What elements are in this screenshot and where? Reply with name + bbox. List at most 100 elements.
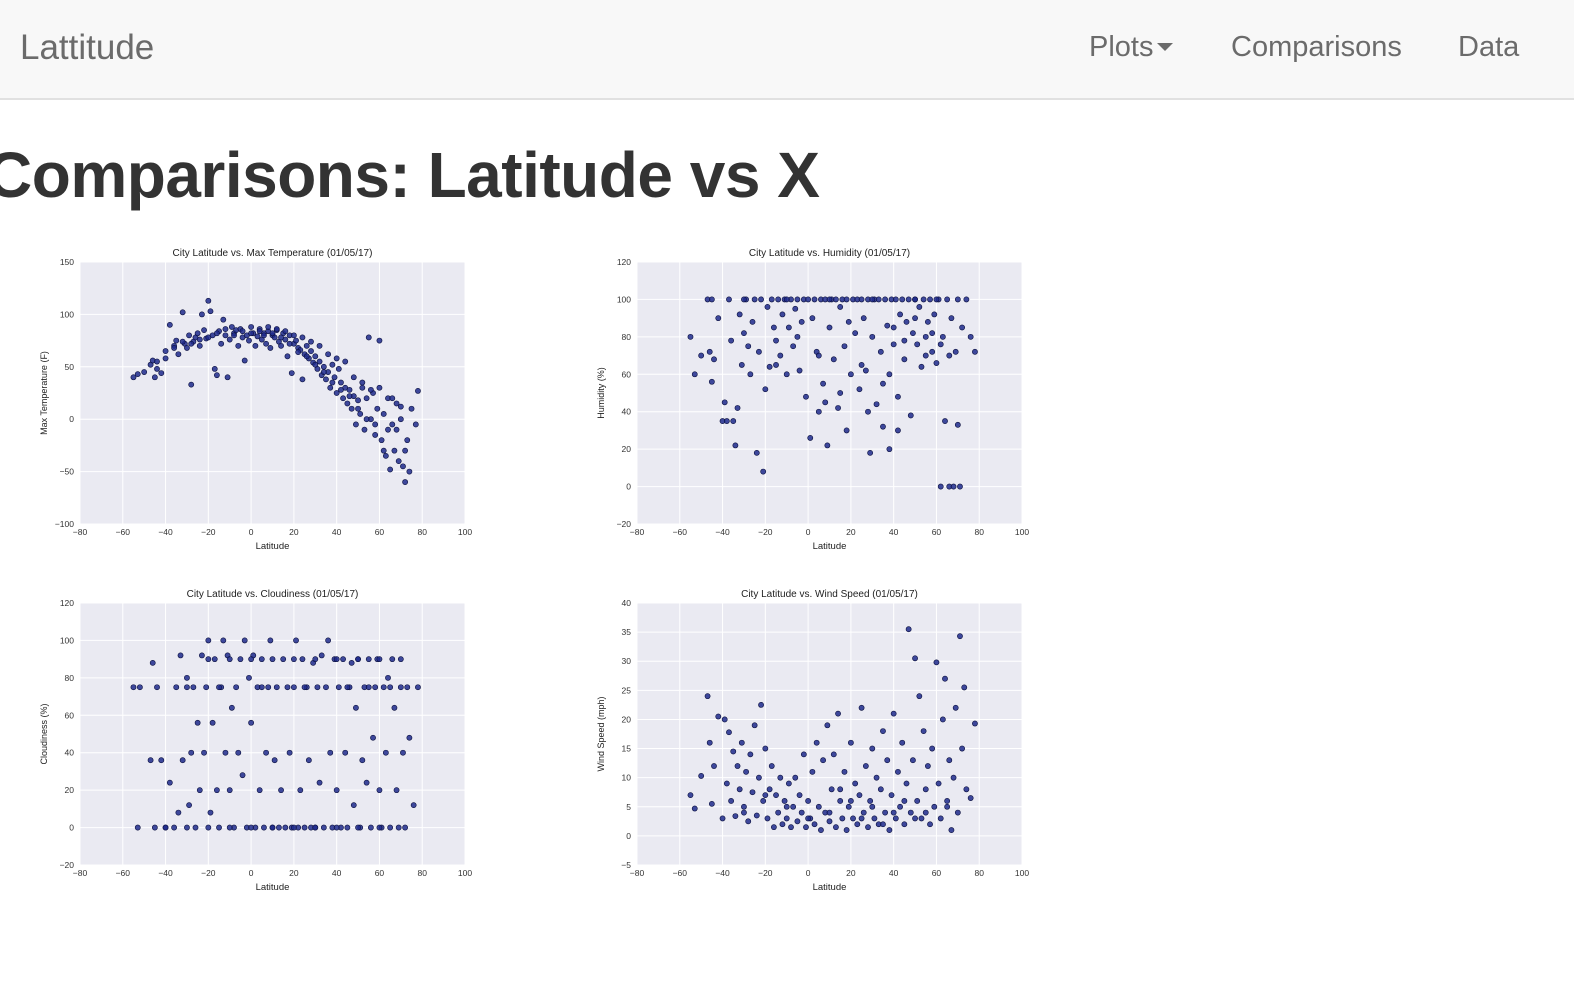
data-point	[357, 411, 364, 417]
data-point	[882, 809, 889, 816]
wind-speed-chart: −80 −60 −40 −20 0 20 40 60 80 100 −5 0 5 10 15 20 25 30 35…	[596, 589, 1029, 893]
data-point	[226, 336, 233, 343]
data-point	[391, 704, 398, 711]
data-point	[741, 330, 747, 337]
data-point	[766, 363, 773, 370]
data-point	[805, 815, 812, 822]
data-point	[779, 311, 786, 318]
data-point	[367, 386, 374, 393]
data-point	[907, 809, 914, 816]
data-point	[199, 652, 205, 659]
data-point	[796, 367, 803, 374]
data-point	[147, 757, 154, 764]
data-point	[248, 719, 255, 726]
nav-plots-label: Plots	[1089, 31, 1154, 63]
data-point	[708, 296, 715, 303]
data-point	[890, 341, 897, 348]
data-point	[758, 701, 764, 708]
data-point	[950, 483, 957, 490]
data-point	[753, 812, 760, 819]
page-title: Comparisons: Latitude vs X	[0, 139, 820, 211]
data-point	[241, 357, 248, 364]
data-point	[862, 367, 869, 374]
data-point	[897, 803, 903, 810]
plot-area	[80, 262, 465, 524]
data-point	[393, 400, 400, 407]
data-point	[228, 324, 235, 330]
data-point	[348, 405, 355, 412]
data-point	[967, 333, 974, 340]
data-point	[944, 296, 951, 303]
brand-link[interactable]: Lattitude	[20, 28, 155, 67]
data-point	[410, 802, 417, 809]
data-point	[151, 824, 158, 831]
data-point	[837, 390, 844, 396]
data-point	[166, 321, 173, 328]
data-point	[261, 824, 267, 831]
data-point	[890, 809, 897, 816]
data-point	[708, 378, 715, 385]
y-tick-label: 60	[65, 710, 75, 720]
data-point	[179, 309, 186, 316]
data-point	[830, 751, 837, 758]
data-point	[342, 749, 349, 756]
nav-plots-dropdown[interactable]: Plots	[1089, 31, 1174, 64]
data-point	[895, 393, 901, 400]
y-tick-label: 80	[65, 673, 75, 683]
data-point	[937, 815, 944, 822]
data-point	[751, 296, 758, 303]
data-point	[963, 786, 970, 793]
data-point	[931, 311, 938, 318]
data-point	[265, 684, 272, 691]
data-point	[920, 296, 927, 303]
x-axis-label: Latitude	[256, 882, 290, 893]
data-point	[269, 656, 276, 663]
data-point	[794, 818, 801, 825]
data-point	[858, 362, 865, 368]
data-point	[933, 296, 940, 303]
data-point	[907, 412, 914, 419]
data-point	[248, 330, 255, 337]
data-point	[205, 824, 212, 831]
data-point	[835, 710, 841, 717]
data-point	[154, 365, 160, 372]
data-point	[402, 824, 409, 831]
data-point	[278, 787, 284, 794]
x-tick-label: 80	[417, 527, 427, 537]
data-point	[267, 637, 274, 644]
data-point	[954, 296, 961, 303]
data-point	[299, 656, 306, 663]
data-point	[231, 332, 237, 339]
humidity-chart: −80 −60 −40 −20 0 20 40 60 80 100 −20 0 20 40 60 80 100 1…	[596, 248, 1029, 552]
data-point	[342, 358, 349, 365]
data-point	[380, 447, 387, 454]
data-point	[760, 468, 767, 475]
data-point	[216, 684, 222, 691]
data-point	[730, 418, 737, 424]
data-point	[222, 332, 229, 339]
data-point	[785, 780, 792, 787]
data-point	[280, 656, 287, 663]
data-point	[918, 815, 925, 822]
data-point	[751, 722, 758, 729]
data-point	[809, 315, 816, 322]
data-point	[235, 749, 242, 756]
data-point	[166, 779, 173, 786]
data-point	[175, 809, 182, 816]
data-point	[777, 352, 784, 359]
x-tick-label: 100	[1015, 868, 1029, 878]
y-tick-label: 40	[622, 598, 632, 608]
data-point	[391, 447, 398, 454]
data-point	[809, 768, 816, 775]
y-tick-label: 25	[622, 685, 632, 695]
data-point	[796, 792, 803, 799]
data-point	[301, 684, 308, 691]
data-point	[914, 798, 921, 804]
nav-data[interactable]: Data	[1458, 31, 1520, 63]
x-tick-label: 20	[846, 527, 856, 537]
data-point	[149, 659, 156, 666]
nav-comparisons[interactable]: Comparisons	[1231, 31, 1402, 63]
data-point	[762, 745, 769, 752]
y-tick-label: −20	[617, 519, 632, 529]
data-point	[284, 684, 291, 691]
